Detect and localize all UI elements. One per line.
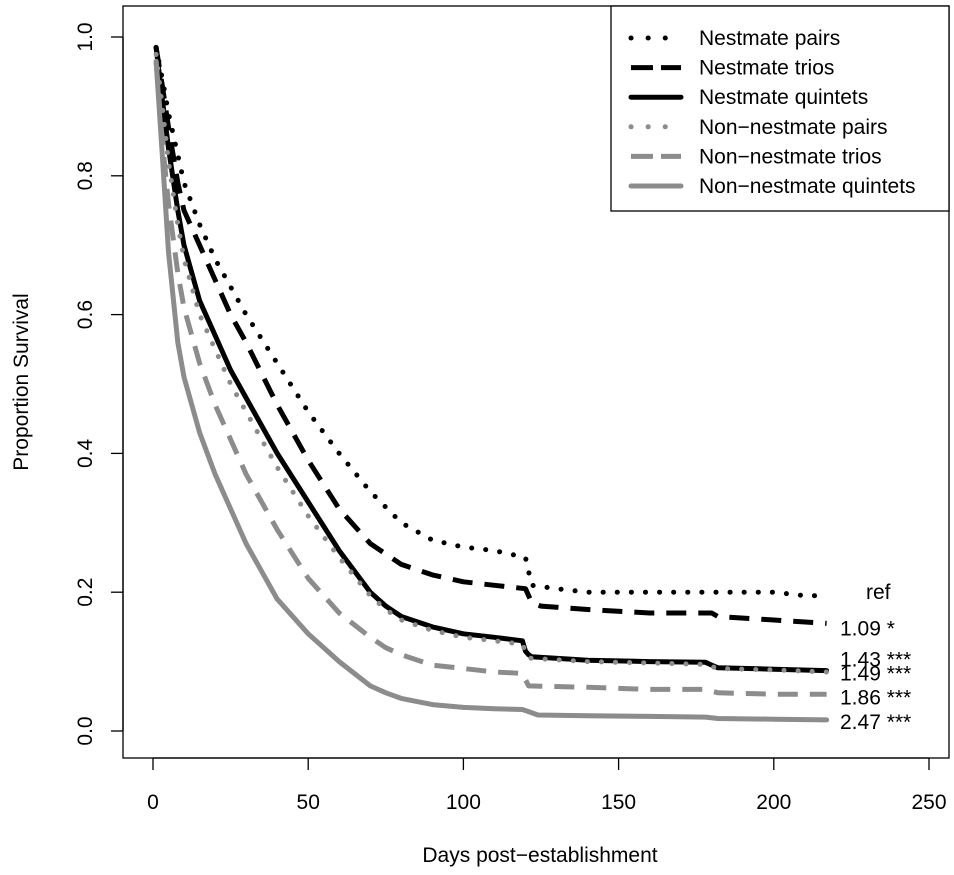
x-axis-title: Days post−establishment bbox=[422, 844, 657, 867]
hazard-ratio-annotations: ref 1.09 * 1.43 ***1.49 ***1.86 ***2.47 **… bbox=[840, 581, 911, 734]
y-tick-label: 0.0 bbox=[74, 716, 97, 745]
series-line-5 bbox=[153, 61, 827, 697]
y-tick-label: 1.0 bbox=[74, 22, 97, 51]
series-line-3 bbox=[153, 44, 830, 674]
y-tick-label: 0.4 bbox=[74, 438, 97, 468]
x-tick-label: 50 bbox=[297, 791, 320, 814]
annotation-ref: ref bbox=[866, 581, 891, 604]
annotation-hazard-ratio: 1.09 * bbox=[840, 617, 895, 640]
axes: 0 50 100 150 200 250 0.0 0.2 0.4 0.6 0.8 1.0 bbox=[74, 22, 947, 814]
legend-label-6: Non−nestmate quintets bbox=[699, 175, 916, 198]
annotation-hazard-ratio: 1.49 *** bbox=[840, 662, 911, 685]
series-line-1 bbox=[153, 44, 830, 599]
y-tick-label: 0.6 bbox=[74, 300, 97, 329]
annotation-hazard-ratio: 1.43 *** bbox=[840, 649, 911, 672]
legend-entries: Nestmate pairs Nestmate trios Nestmate qui… bbox=[628, 27, 916, 198]
legend-label-4: Non−nestmate pairs bbox=[699, 116, 888, 139]
legend-label-1: Nestmate pairs bbox=[699, 27, 840, 50]
x-tick-label: 200 bbox=[756, 791, 791, 814]
x-tick-label: 100 bbox=[446, 791, 481, 814]
x-tick-label: 150 bbox=[601, 791, 636, 814]
legend: Nestmate pairs Nestmate trios Nestmate qui… bbox=[610, 5, 950, 212]
annotation-hazard-ratio: 2.47 *** bbox=[840, 711, 911, 734]
x-tick-label: 250 bbox=[911, 791, 946, 814]
y-tick-label: 0.2 bbox=[74, 578, 97, 607]
x-tick-label: 0 bbox=[147, 791, 159, 814]
series-line-6 bbox=[153, 58, 830, 723]
legend-box bbox=[610, 5, 950, 212]
annotation-hazard-ratio: 1.86 *** bbox=[840, 687, 911, 710]
legend-label-2: Nestmate trios bbox=[699, 57, 834, 80]
legend-label-3: Nestmate quintets bbox=[699, 86, 868, 109]
series-line-4 bbox=[153, 51, 830, 675]
series-lines bbox=[153, 44, 830, 723]
series-line-2 bbox=[153, 46, 827, 626]
legend-label-5: Non−nestmate trios bbox=[699, 145, 882, 168]
y-axis-title: Proportion Survival bbox=[10, 293, 33, 470]
y-tick-label: 0.8 bbox=[74, 161, 97, 190]
